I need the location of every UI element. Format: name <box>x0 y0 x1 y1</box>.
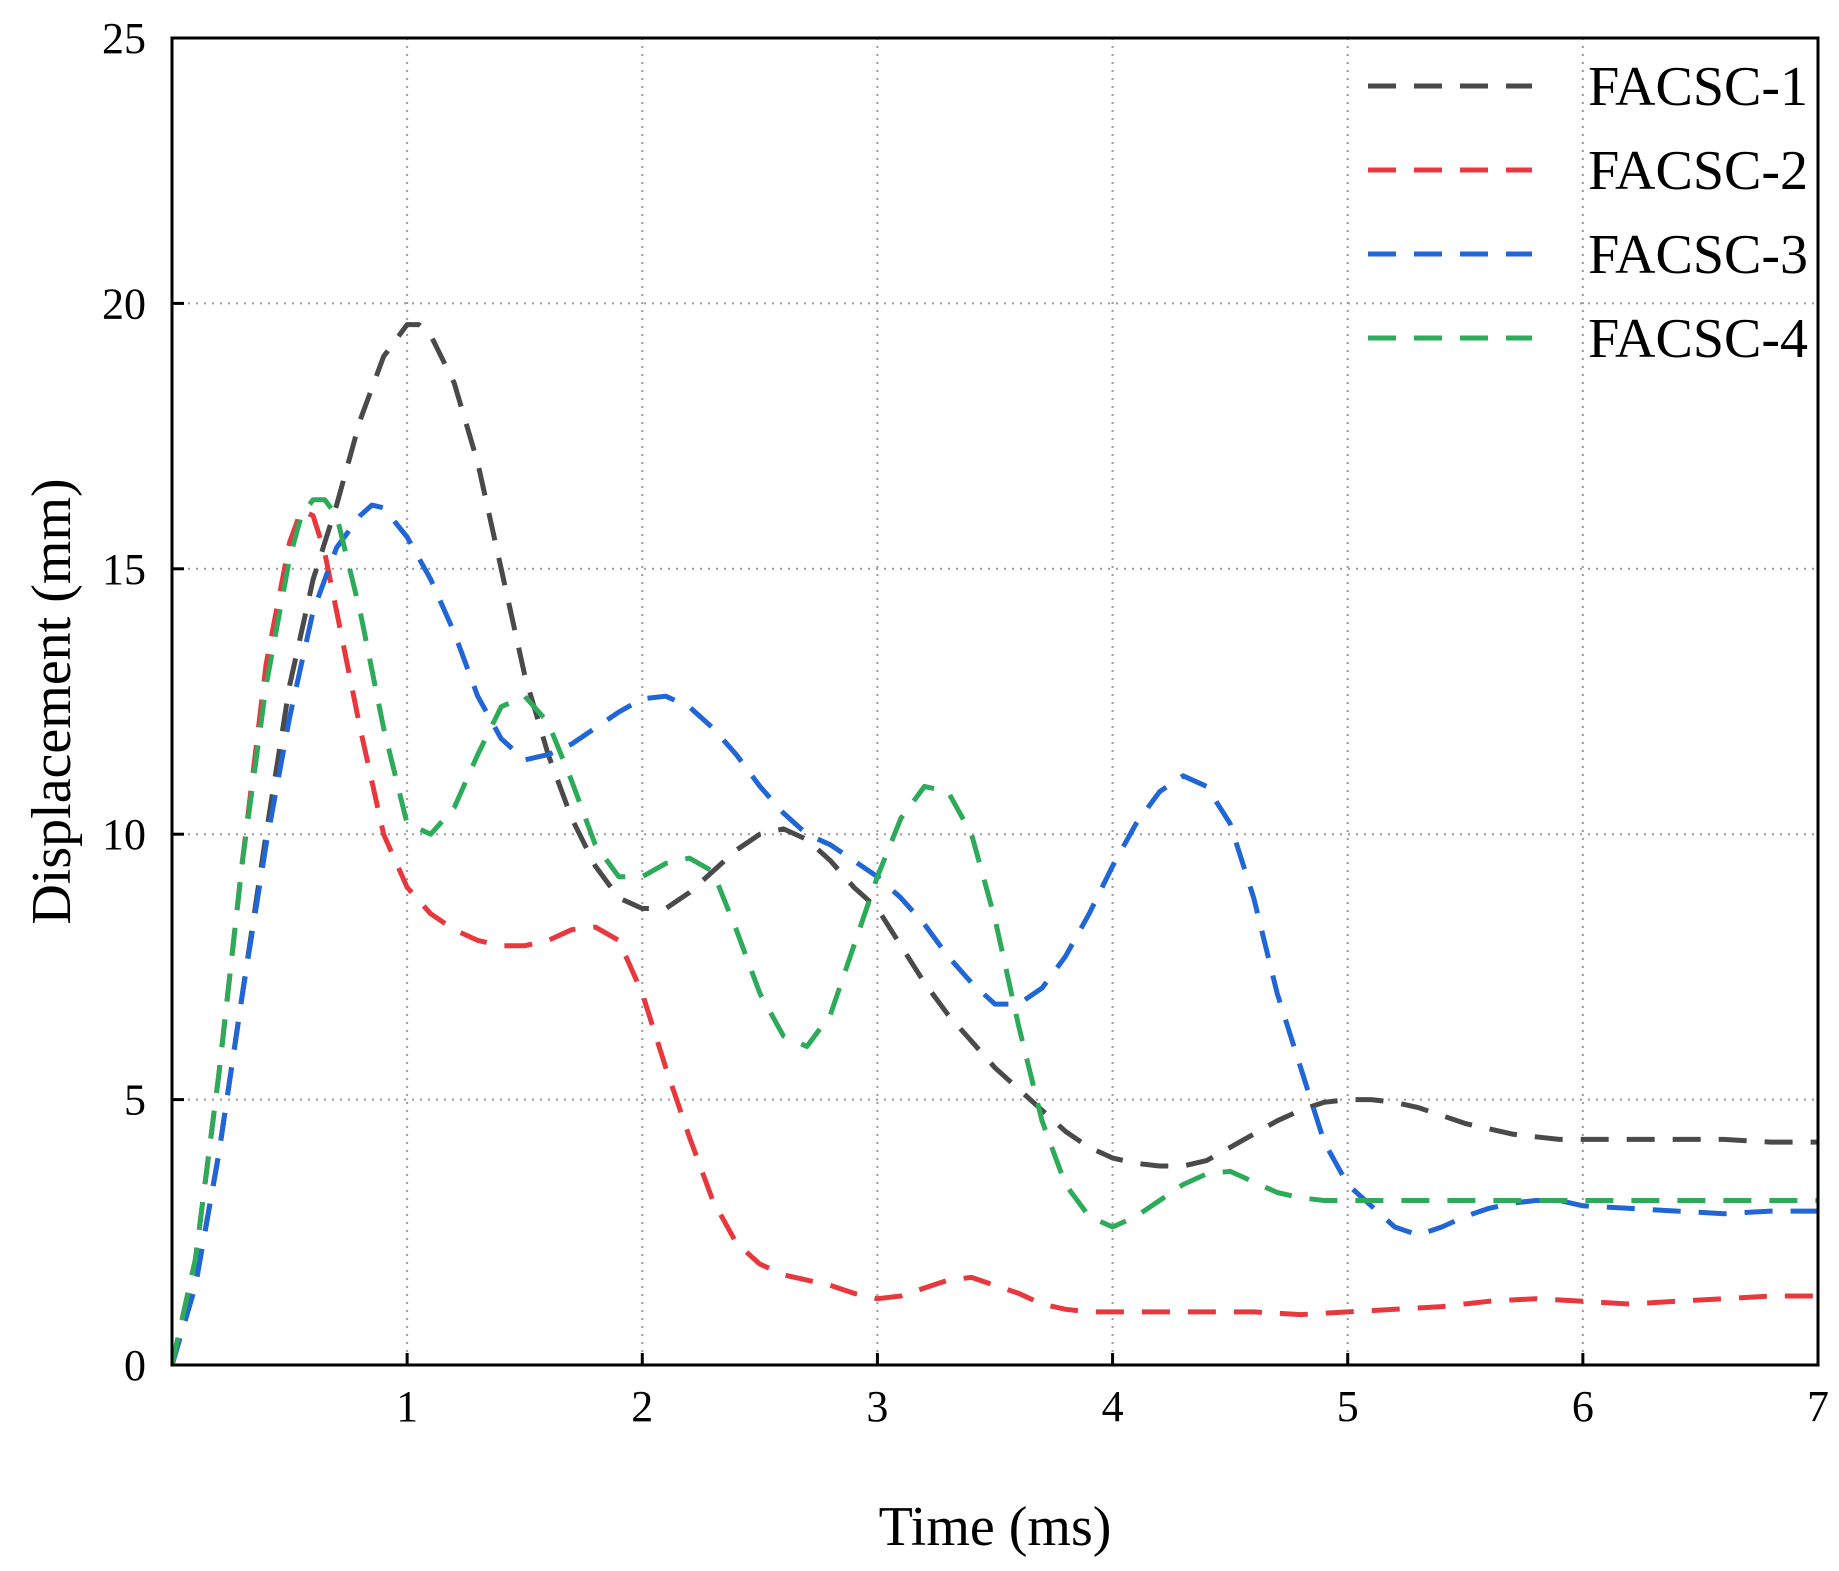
x-tick-label: 4 <box>1102 1382 1124 1431</box>
legend-label-facsc-1: FACSC-1 <box>1588 56 1808 118</box>
x-tick-label: 6 <box>1572 1382 1594 1431</box>
y-tick-label: 5 <box>124 1076 146 1125</box>
x-axis-title: Time (ms) <box>879 1496 1112 1558</box>
grid-lines <box>172 38 1818 1365</box>
axis-ticks: 1 2 3 4 5 6 7 0 5 10 15 20 25 <box>102 14 1829 1431</box>
y-tick-label: 25 <box>102 14 146 63</box>
legend: FACSC-1 FACSC-2 FACSC-3 FACSC-4 <box>1368 56 1808 370</box>
y-tick-label: 15 <box>102 545 146 594</box>
series-line-facsc-4 <box>172 497 1818 1365</box>
x-tick-label: 7 <box>1807 1382 1829 1431</box>
legend-label-facsc-3: FACSC-3 <box>1588 224 1808 286</box>
legend-label-facsc-4: FACSC-4 <box>1588 308 1808 370</box>
series-group <box>172 322 1818 1365</box>
series-line-facsc-3 <box>172 502 1818 1365</box>
legend-label-facsc-2: FACSC-2 <box>1588 140 1808 202</box>
x-tick-label: 2 <box>631 1382 653 1431</box>
series-line-facsc-1 <box>172 322 1818 1365</box>
series-line-facsc-2 <box>172 507 1818 1365</box>
x-tick-label: 5 <box>1337 1382 1359 1431</box>
y-axis-title: Displacement (mm) <box>21 478 83 924</box>
x-tick-label: 3 <box>866 1382 888 1431</box>
y-tick-label: 10 <box>102 810 146 859</box>
y-tick-label: 20 <box>102 279 146 328</box>
plot-area-frame <box>170 36 1820 1367</box>
y-tick-label: 0 <box>124 1341 146 1390</box>
x-tick-label: 1 <box>396 1382 418 1431</box>
